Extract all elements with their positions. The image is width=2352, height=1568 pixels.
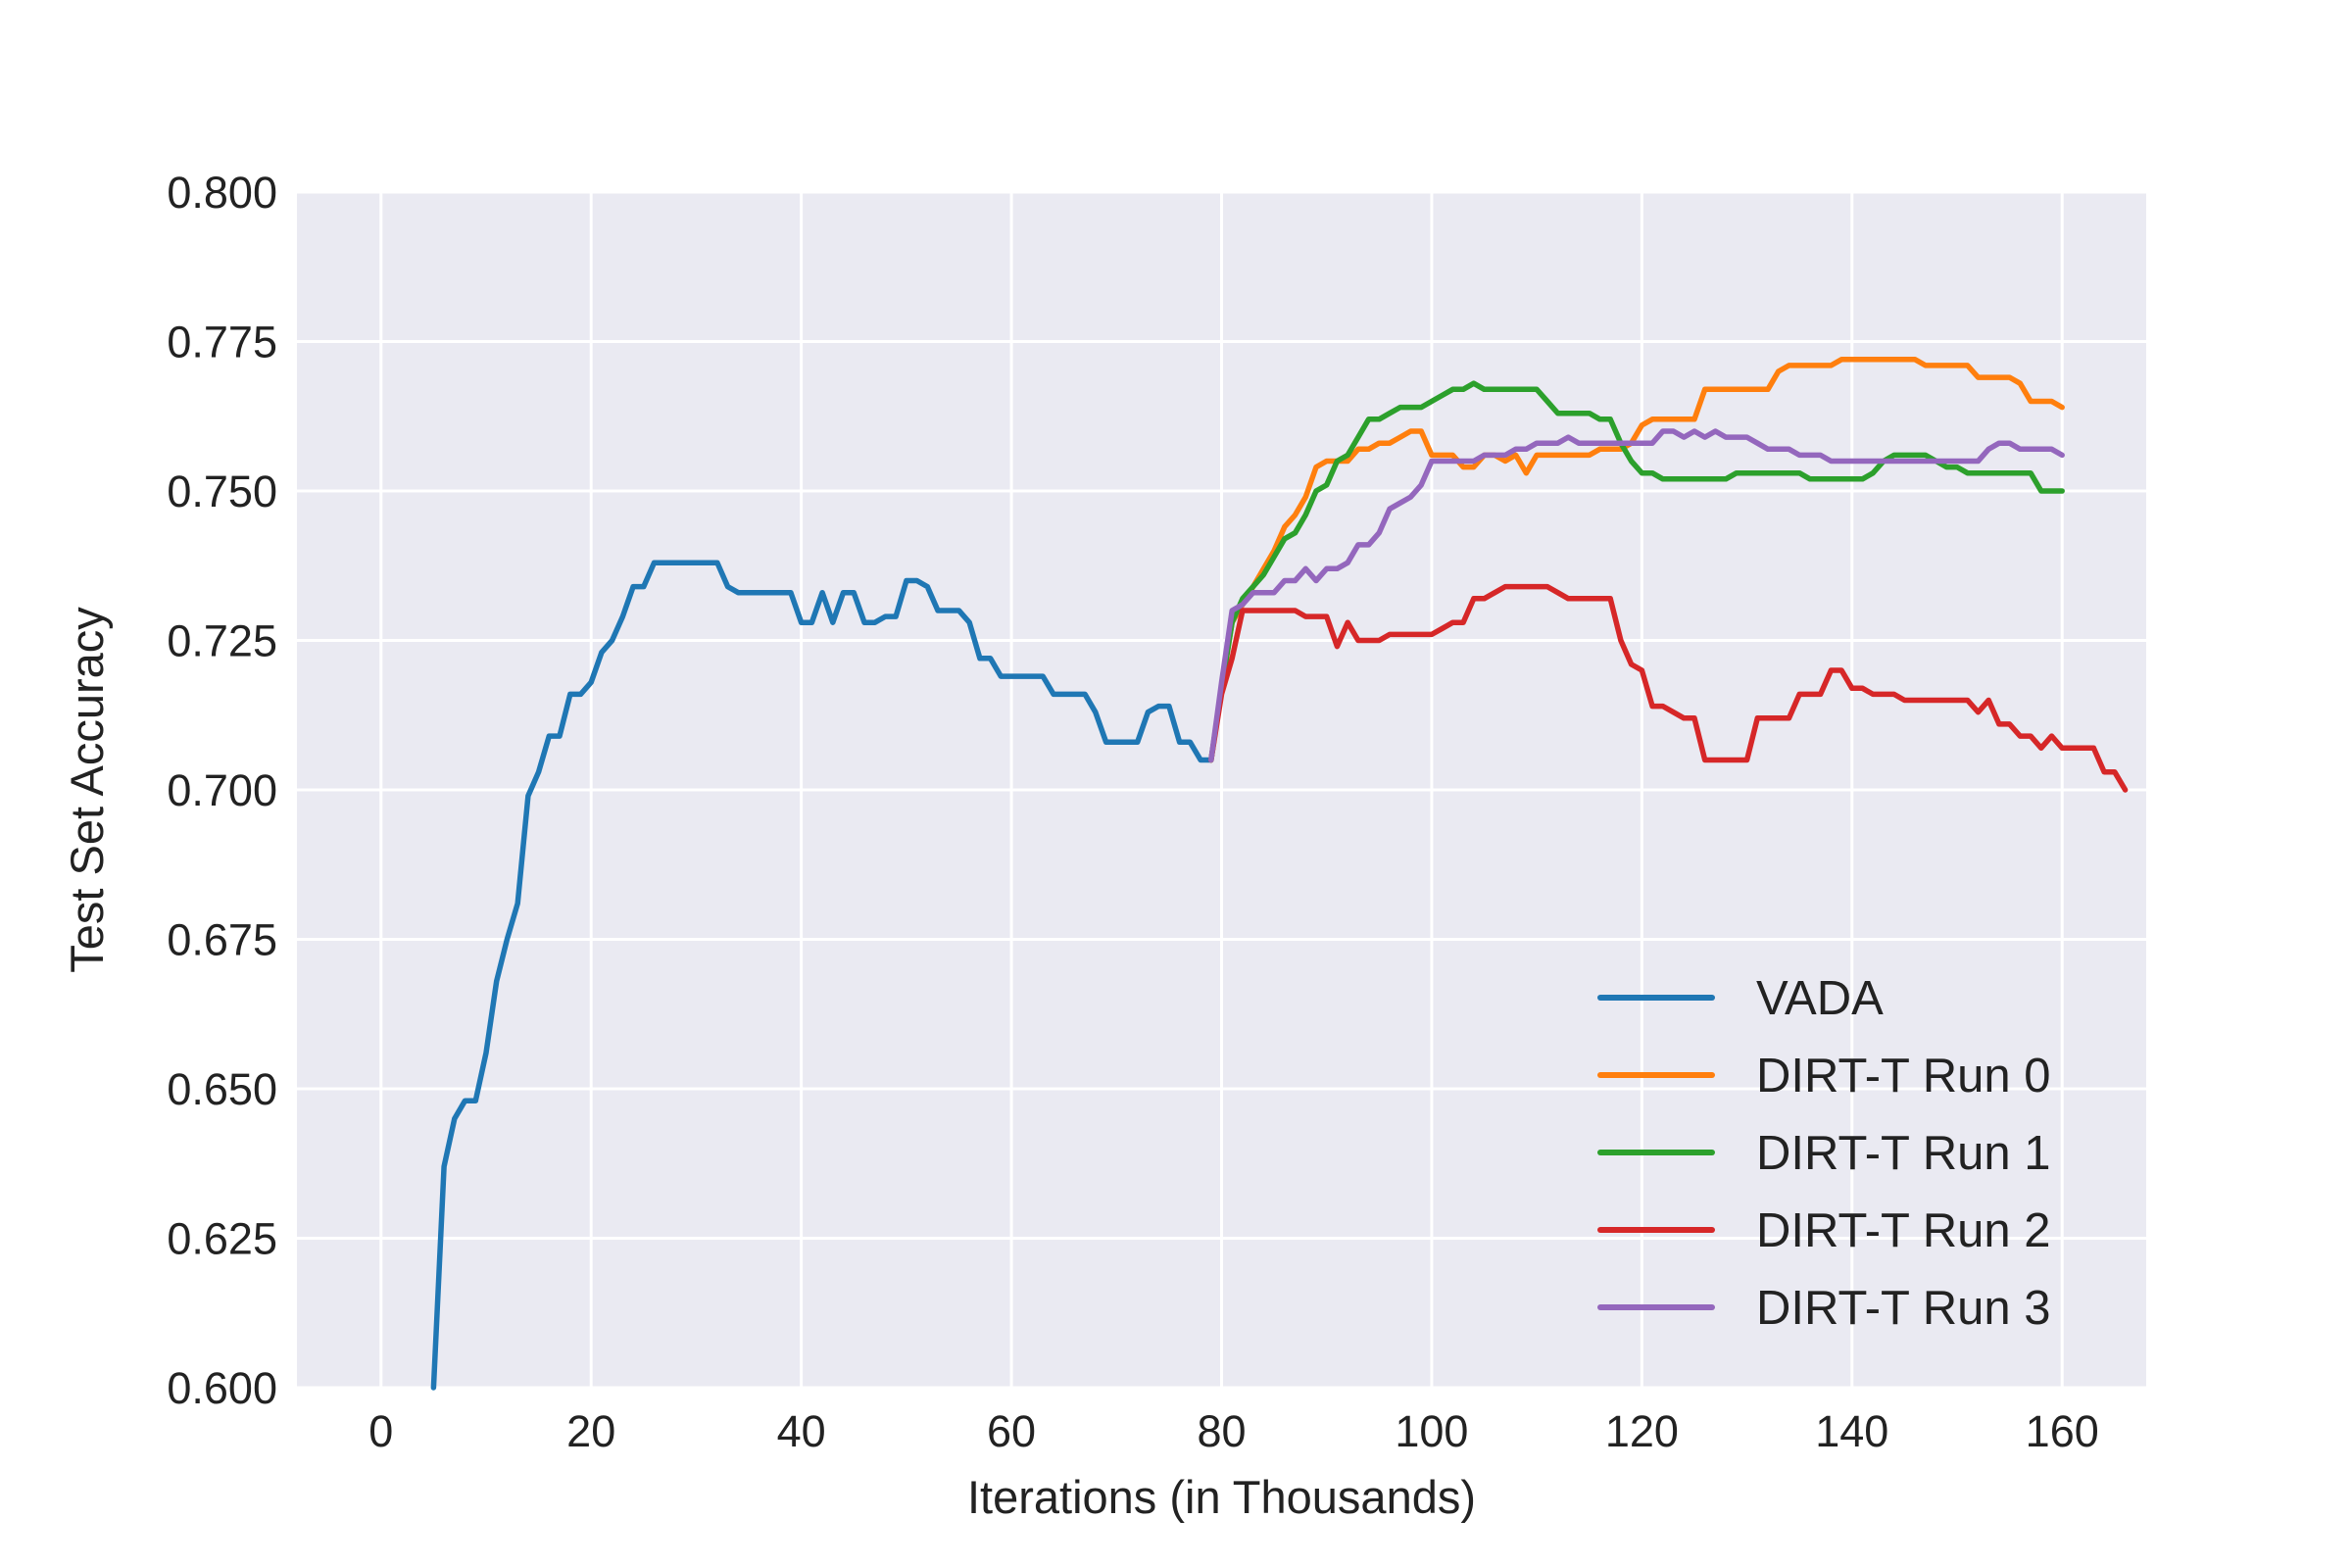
- y-tick-label: 0.750: [167, 466, 277, 516]
- x-tick-label: 100: [1395, 1406, 1468, 1456]
- legend-entry-1: DIRT-T Run 0: [1756, 1050, 2050, 1102]
- y-tick-label: 0.600: [167, 1363, 277, 1413]
- y-tick-label: 0.675: [167, 915, 277, 965]
- y-axis-label: Test Set Accuracy: [61, 607, 113, 973]
- legend-entry-0: VADA: [1756, 972, 1884, 1025]
- grid-lines: [297, 190, 2146, 1390]
- series-lines: [430, 357, 2129, 1391]
- y-tick-label: 0.700: [167, 765, 277, 815]
- series-line-4: [1208, 428, 2065, 763]
- x-tick-label: 120: [1605, 1406, 1679, 1456]
- legend-entry-2: DIRT-T Run 1: [1756, 1127, 2050, 1180]
- series-line-3: [1208, 583, 2129, 793]
- series-line-2: [1208, 380, 2065, 763]
- y-tick-label: 0.725: [167, 616, 277, 666]
- x-axis-ticks: 0 20 40 60 80 100 120 140 160: [368, 1406, 2099, 1456]
- x-tick-label: 20: [566, 1406, 615, 1456]
- x-tick-label: 80: [1197, 1406, 1246, 1456]
- x-tick-label: 0: [368, 1406, 393, 1456]
- x-tick-label: 60: [987, 1406, 1036, 1456]
- y-tick-label: 0.800: [167, 168, 277, 218]
- legend-entry-4: DIRT-T Run 3: [1756, 1282, 2050, 1335]
- series-line-0: [430, 560, 1214, 1391]
- y-tick-label: 0.625: [167, 1214, 277, 1264]
- x-tick-label: 40: [777, 1406, 826, 1456]
- x-tick-label: 160: [2026, 1406, 2099, 1456]
- y-axis-ticks: 0.600 0.625 0.650 0.675 0.700 0.725 0.750 0.775…: [167, 168, 277, 1413]
- series-line-1: [1208, 357, 2065, 763]
- y-tick-label: 0.775: [167, 318, 277, 368]
- x-axis-label: Iterations (in Thousands): [967, 1471, 1476, 1523]
- y-tick-label: 0.650: [167, 1064, 277, 1114]
- x-tick-label: 140: [1815, 1406, 1888, 1456]
- legend-entry-3: DIRT-T Run 2: [1756, 1204, 2050, 1257]
- legend: VADA DIRT-T Run 0 DIRT-T Run 1 DIRT-T Run 2…: [1597, 972, 2050, 1335]
